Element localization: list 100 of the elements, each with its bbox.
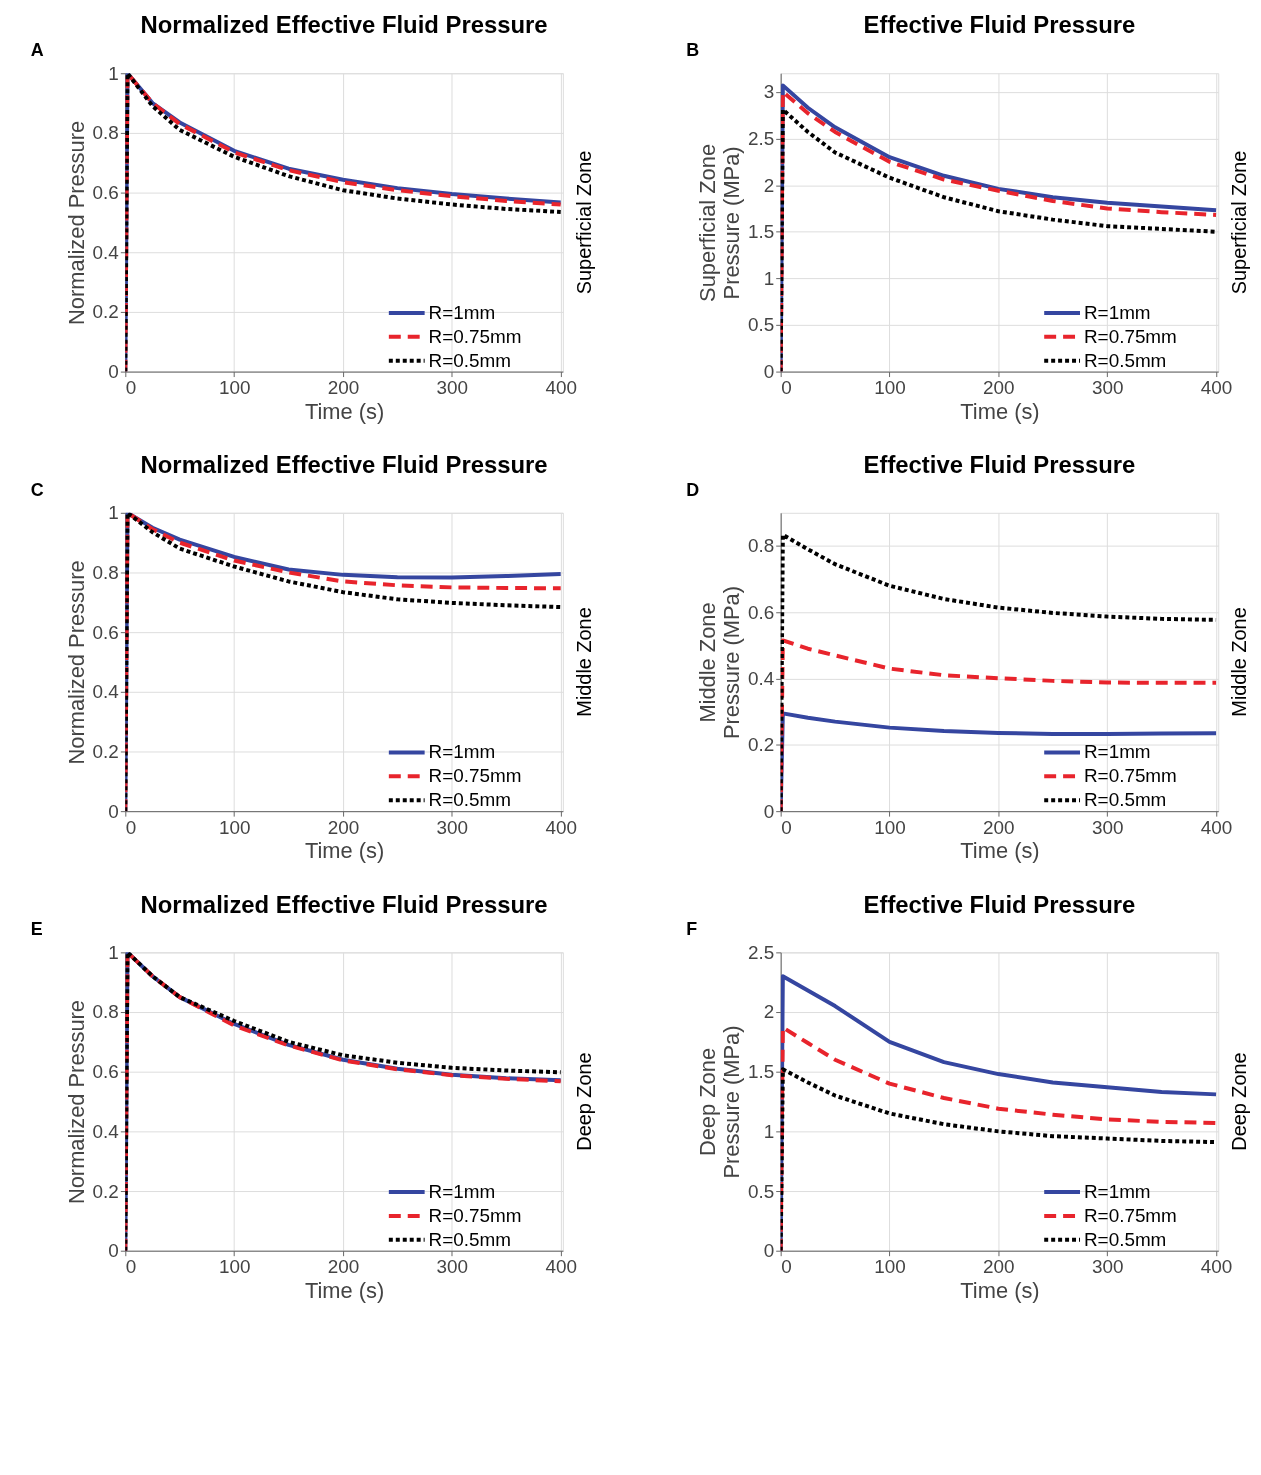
- x-tick-label: 300: [436, 1256, 469, 1278]
- y-tick-label: 0.8: [92, 122, 119, 144]
- chart-title: Normalized Effective Fluid Pressure: [140, 11, 548, 39]
- x-tick-label: 0: [781, 376, 792, 398]
- legend-label: R=0.75mm: [1083, 765, 1177, 787]
- y-tick-label: 0: [108, 1240, 119, 1262]
- x-axis-title: Time (s): [960, 1277, 1040, 1303]
- x-tick-label: 100: [874, 376, 906, 398]
- x-tick-label: 400: [545, 1256, 577, 1278]
- x-tick-label: 100: [874, 816, 906, 838]
- y-tick-label: 0.4: [747, 668, 775, 690]
- y2-axis-title: Deep Zone: [572, 1052, 595, 1151]
- y-axis-title: Superficial Zone Pressure (MPa): [695, 143, 744, 302]
- x-tick-label: 300: [1091, 376, 1124, 398]
- x-tick-label: 0: [125, 1256, 137, 1278]
- x-tick-label: 100: [218, 816, 251, 838]
- x-axis-title: Time (s): [960, 398, 1040, 424]
- y-tick-label: 2: [763, 174, 775, 196]
- x-tick-label: 200: [983, 816, 1015, 838]
- legend-label: R=0.5mm: [428, 789, 511, 811]
- y-tick-label: 1: [108, 62, 119, 84]
- legend-label: R=0.75mm: [428, 1204, 522, 1226]
- text: A: [30, 40, 44, 61]
- x-tick-label: 200: [983, 1256, 1015, 1278]
- legend-label: R=1mm: [1083, 301, 1151, 323]
- x-axis-title: Time (s): [304, 1277, 385, 1303]
- x-axis-title: Time (s): [960, 838, 1040, 864]
- y-tick-label: 3: [763, 81, 775, 103]
- y-tick-label: 0.8: [92, 1001, 119, 1023]
- legend-label: R=1mm: [1083, 741, 1151, 763]
- y-tick-label: 0.2: [747, 734, 775, 756]
- x-tick-label: 400: [545, 816, 577, 838]
- y-tick-label: 0.4: [92, 241, 119, 263]
- x-tick-label: 0: [125, 376, 137, 398]
- y-tick-label: 0: [763, 800, 775, 822]
- y-tick-label: 0.6: [92, 621, 119, 643]
- y-tick-label: 1: [108, 941, 119, 963]
- y-tick-label: 0: [108, 800, 119, 822]
- legend-label: R=0.75mm: [1083, 325, 1177, 347]
- y-tick-label: 0.2: [92, 301, 119, 323]
- y-tick-label: 0.2: [92, 1180, 119, 1202]
- y-axis-title: Normalized Pressure: [63, 560, 89, 765]
- y-tick-label: 0.8: [747, 535, 775, 557]
- y-tick-label: 2.5: [747, 127, 775, 149]
- legend-label: R=0.75mm: [428, 325, 522, 347]
- legend-label: R=0.5mm: [1083, 1228, 1167, 1250]
- x-tick-label: 0: [781, 816, 792, 838]
- x-tick-label: 300: [436, 376, 469, 398]
- y-tick-label: 0.5: [747, 1180, 775, 1202]
- x-tick-label: 200: [327, 816, 360, 838]
- chart-title: Effective Fluid Pressure: [863, 451, 1136, 479]
- x-tick-label: 0: [781, 1256, 792, 1278]
- x-tick-label: 200: [983, 376, 1015, 398]
- y-tick-label: 0.6: [92, 1061, 119, 1083]
- x-tick-label: 200: [327, 376, 360, 398]
- legend-label: R=1mm: [1083, 1181, 1151, 1202]
- x-tick-label: 100: [218, 1256, 251, 1278]
- y-tick-label: 1: [108, 502, 119, 524]
- y-tick-label: 0.5: [747, 314, 775, 336]
- legend-label: R=0.5mm: [428, 1228, 511, 1250]
- legend-label: R=1mm: [428, 741, 496, 763]
- y2-axis-title: Middle Zone: [1228, 607, 1251, 717]
- x-axis-title: Time (s): [304, 838, 385, 864]
- legend-label: R=0.5mm: [428, 349, 511, 371]
- y-tick-label: 0.6: [92, 182, 119, 204]
- text: C: [30, 479, 44, 500]
- y-axis-title: Normalized Pressure: [63, 120, 89, 325]
- x-tick-label: 0: [125, 816, 137, 838]
- x-axis-title: Time (s): [304, 398, 385, 424]
- x-tick-label: 100: [874, 1256, 906, 1278]
- y-tick-label: 0.4: [92, 1120, 119, 1142]
- chart-title: Effective Fluid Pressure: [863, 890, 1136, 918]
- y-tick-label: 1: [763, 267, 775, 289]
- x-tick-label: 400: [1200, 816, 1233, 838]
- legend-label: R=0.75mm: [1083, 1204, 1177, 1226]
- text: F: [686, 919, 698, 940]
- chart-title: Normalized Effective Fluid Pressure: [140, 451, 548, 479]
- legend-label: R=0.75mm: [428, 765, 522, 787]
- x-tick-label: 300: [1091, 816, 1124, 838]
- y-tick-label: 1.5: [747, 1061, 775, 1083]
- y2-axis-title: Deep Zone: [1228, 1052, 1251, 1151]
- text: E: [30, 919, 43, 940]
- y2-axis-title: Superficial Zone: [572, 150, 595, 295]
- y-tick-label: 0: [763, 361, 775, 383]
- y-tick-label: 0: [108, 361, 119, 383]
- y-tick-label: 2.5: [747, 941, 775, 963]
- chart-title: Effective Fluid Pressure: [863, 11, 1136, 39]
- x-tick-label: 400: [1200, 376, 1233, 398]
- text: B: [686, 40, 700, 61]
- x-tick-label: 200: [327, 1256, 360, 1278]
- x-tick-label: 400: [545, 376, 577, 398]
- x-tick-label: 300: [436, 816, 469, 838]
- text: D: [686, 479, 700, 500]
- y-axis-title: Normalized Pressure: [63, 999, 89, 1205]
- y-axis-title: Deep Zone Pressure (MPa): [695, 1025, 744, 1179]
- y-tick-label: 1: [763, 1120, 775, 1142]
- x-tick-label: 300: [1091, 1256, 1124, 1278]
- y2-axis-title: Superficial Zone: [1228, 150, 1251, 295]
- y-tick-label: 0.2: [92, 740, 119, 762]
- y-axis-title: Middle Zone Pressure (MPa): [695, 585, 744, 740]
